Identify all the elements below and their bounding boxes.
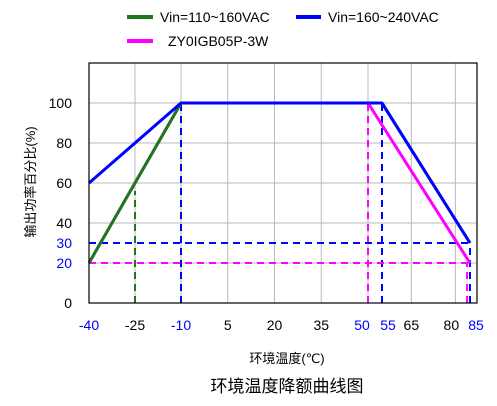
x-tick-label-5: 35	[313, 317, 329, 333]
x-tick-label-0: -40	[79, 317, 99, 333]
x-tick-label-9: 80	[444, 317, 460, 333]
x-tick-label-7: 55	[380, 317, 396, 333]
tick-labels: -40 -25 -10 5 20 35 50 55 65 80 85 0 20 30 40 60 80 100	[49, 95, 484, 333]
x-axis-label: 环境温度(℃)	[249, 351, 324, 366]
guide-lines	[89, 103, 471, 303]
y-tick-label-1: 20	[56, 255, 72, 271]
legend-label-0: Vin=110~160VAC	[160, 9, 270, 25]
y-tick-label-3: 40	[56, 215, 72, 231]
legend-label-2: ZY0IGB05P-3W	[168, 33, 269, 49]
y-tick-label-2: 30	[56, 235, 72, 251]
chart-title: 环境温度降额曲线图	[211, 377, 364, 396]
y-tick-label-4: 60	[56, 175, 72, 191]
y-tick-label-0: 0	[64, 295, 72, 311]
y-tick-label-5: 80	[56, 135, 72, 151]
x-tick-label-6: 50	[354, 317, 370, 333]
x-tick-label-2: -10	[171, 317, 191, 333]
plot-frame	[88, 62, 478, 304]
plot-border	[88, 62, 478, 304]
legend: Vin=110~160VAC Vin=160~240VAC ZY0IGB05P-3W	[127, 9, 439, 49]
y-tick-label-6: 100	[49, 95, 73, 111]
x-tick-label-4: 20	[267, 317, 283, 333]
series-line-1	[88, 101, 472, 244]
series-lines	[87, 101, 472, 264]
y-axis-label: 输出功率百分比(%)	[23, 126, 38, 237]
x-tick-label-10: 85	[468, 317, 484, 333]
x-tick-label-1: -25	[125, 317, 145, 333]
x-tick-label-8: 65	[404, 317, 420, 333]
x-tick-label-3: 5	[224, 317, 232, 333]
legend-label-1: Vin=160~240VAC	[328, 9, 439, 25]
